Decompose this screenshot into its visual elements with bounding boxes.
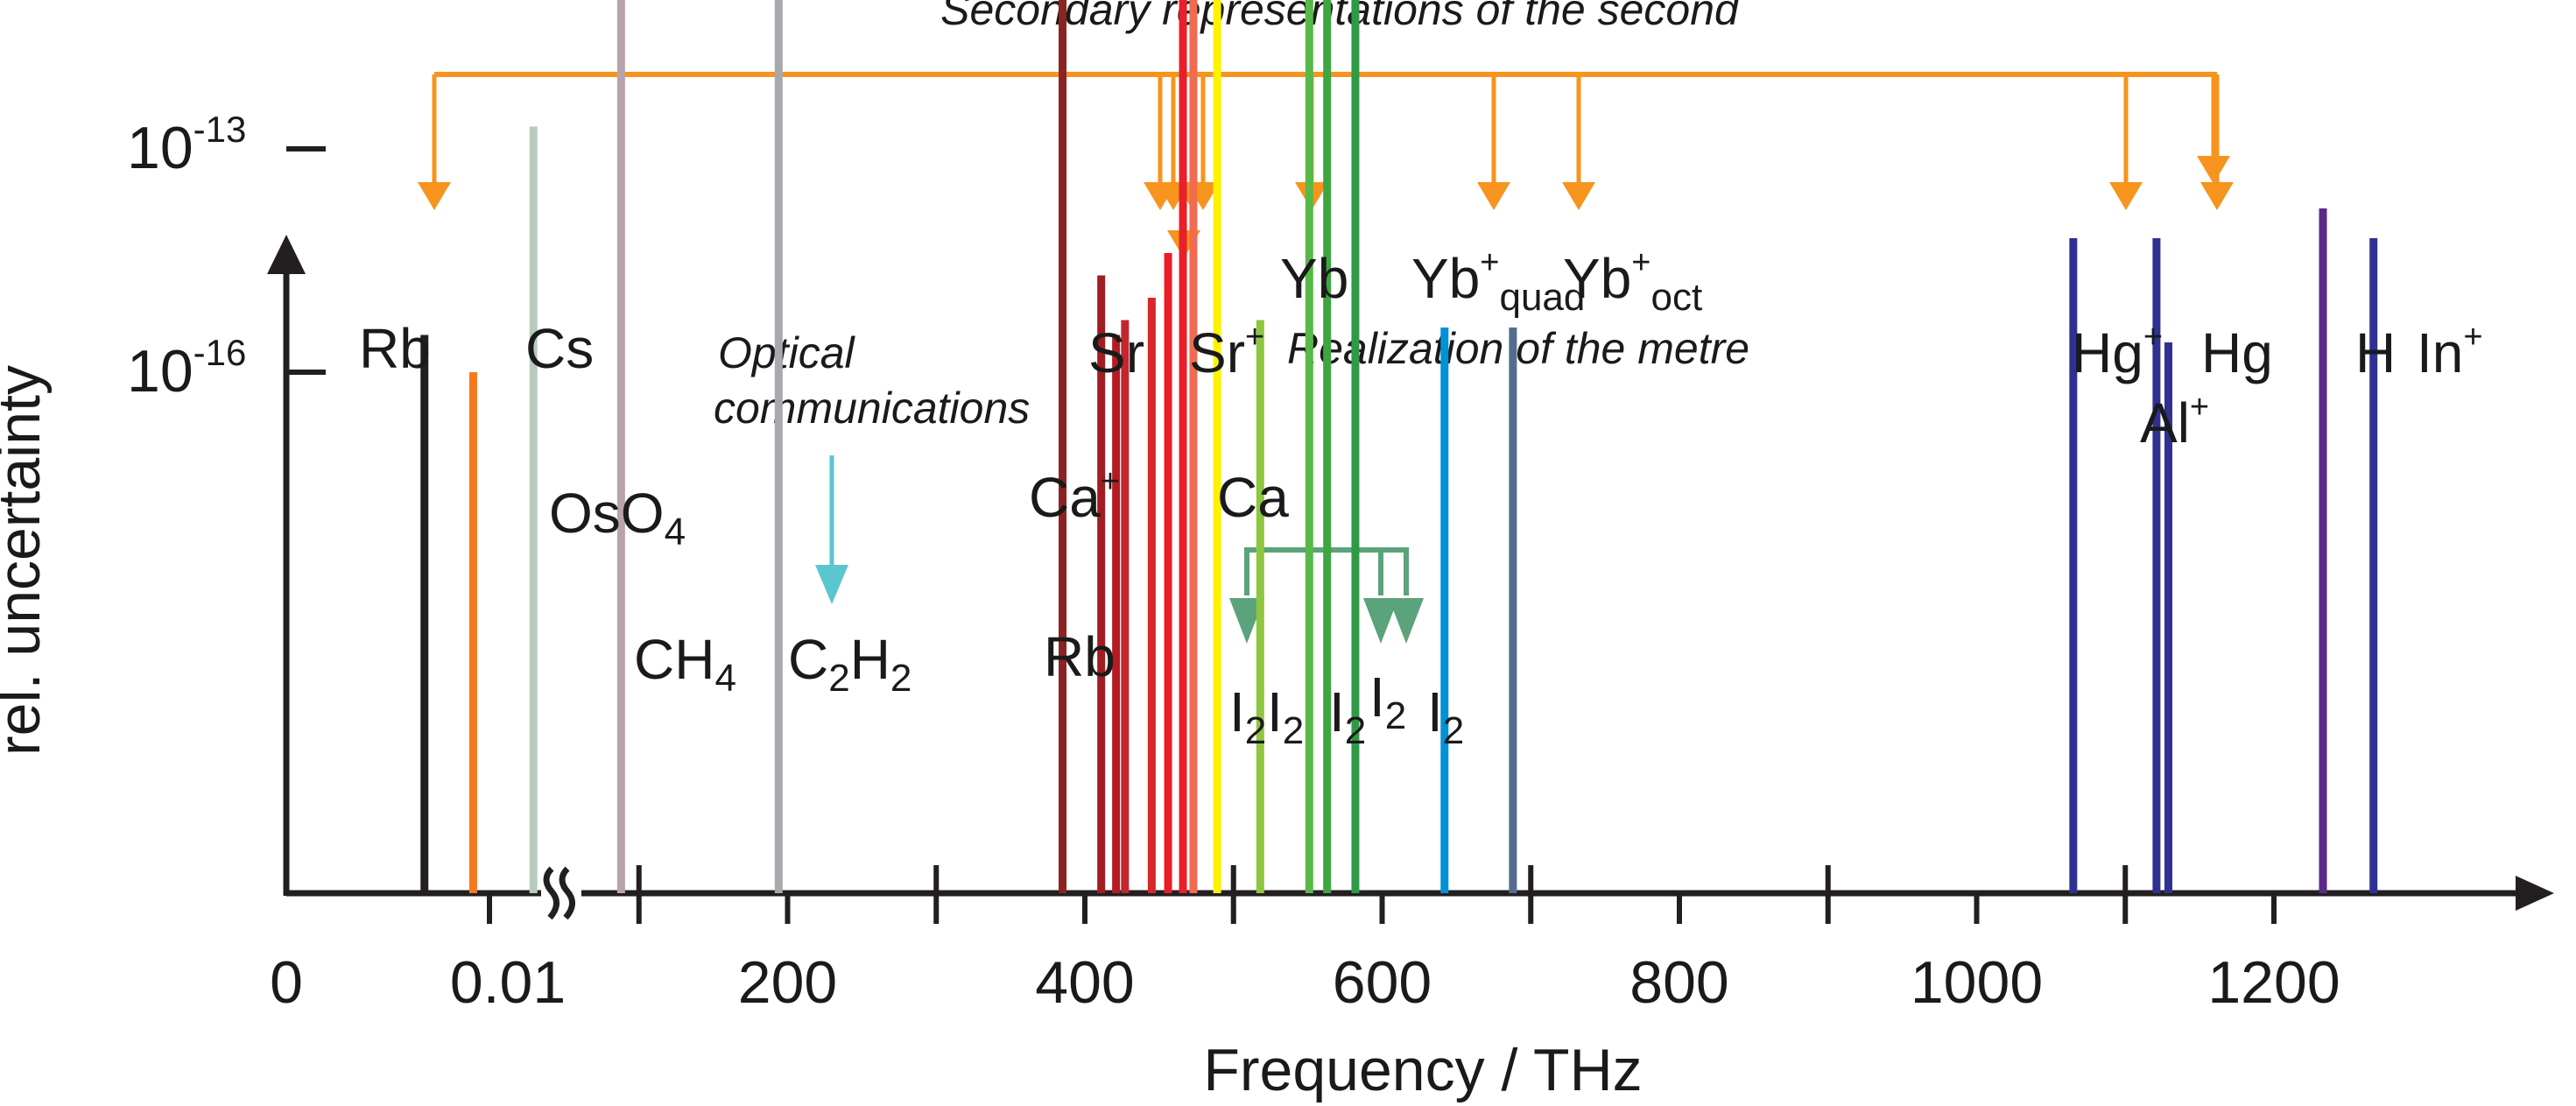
- species-label: Hg: [2201, 321, 2273, 384]
- spectral-line: [2164, 342, 2172, 893]
- metre-arrow-head: [1389, 598, 1424, 644]
- spectral-line: [2152, 238, 2161, 893]
- secondary-arrow-head: [1477, 182, 1510, 210]
- spectral-line: [529, 126, 538, 893]
- spectral-line: [2319, 208, 2327, 893]
- secondary-arrow-head: [1562, 182, 1595, 210]
- spectral-line: [1351, 0, 1360, 893]
- annotations: Secondary representations of the second O…: [418, 0, 2234, 644]
- spectral-line: [1179, 0, 1187, 893]
- spectral-line: [1189, 0, 1198, 893]
- species-label: I2: [1267, 680, 1304, 752]
- species-label: Yb: [1280, 247, 1348, 310]
- spectral-line: [1305, 0, 1313, 893]
- spectral-line: [1059, 0, 1067, 893]
- spectral-line: [616, 0, 625, 893]
- x-tick-label: 400: [1035, 949, 1134, 1016]
- species-label: Yb+oct: [1563, 244, 1702, 319]
- spectral-line: [1147, 298, 1156, 893]
- species-label: Ca+: [1029, 463, 1120, 529]
- species-label: I2: [1329, 680, 1366, 752]
- secondary-arrow-head: [418, 182, 451, 210]
- species-label: Yb+quad: [1411, 244, 1585, 319]
- secondary-arrow-head: [2109, 182, 2143, 210]
- species-label: Ca: [1217, 466, 1289, 529]
- spectral-line: [1164, 253, 1172, 893]
- species-label: Rb: [359, 317, 431, 380]
- metre-annotation: Realization of the metre: [1287, 324, 1749, 373]
- x-tick-label: 1200: [2207, 949, 2340, 1016]
- x-tick-label: 0: [270, 949, 303, 1016]
- optical-annotation-line2: communications: [714, 384, 1030, 433]
- axis-break-mark: [559, 866, 575, 920]
- x-axis-title: Frequency / THz: [1203, 1037, 1642, 1103]
- spectral-line: [468, 372, 477, 893]
- species-label: I2: [1427, 680, 1464, 752]
- x-tick-label: 800: [1629, 949, 1728, 1016]
- spectral-line: [1112, 335, 1121, 893]
- optical-arrow-head: [815, 565, 848, 604]
- spectral-lines: [420, 0, 2378, 893]
- species-label: H: [2355, 321, 2396, 384]
- x-tick-label: 0.01: [450, 949, 566, 1016]
- spectral-line: [1256, 320, 1264, 893]
- species-label: CH4: [634, 628, 736, 700]
- spectral-line: [1121, 320, 1130, 893]
- species-label: OsO4: [549, 482, 686, 553]
- optical-annotation-line1: Optical: [718, 328, 856, 377]
- species-label: Sr+: [1189, 319, 1264, 384]
- axis-break-mark: [543, 866, 560, 920]
- spectral-line: [2069, 238, 2078, 893]
- spectral-line: [774, 0, 783, 893]
- species-label: Hg+: [2072, 319, 2163, 384]
- x-axis-arrowhead: [2516, 876, 2554, 911]
- species-label: Sr: [1088, 321, 1144, 384]
- secondary-representations-title: Secondary representations of the second: [940, 0, 1741, 34]
- y-tick-label: 10-13: [127, 109, 246, 181]
- species-label: C2H2: [788, 628, 911, 700]
- y-axis-title: rel. uncertainty: [0, 365, 53, 756]
- species-label: In+: [2417, 319, 2483, 384]
- spectral-line: [1213, 0, 1221, 893]
- species-label: Cs: [525, 317, 594, 380]
- species-labels: Rb Cs OsO4 CH4 C2H2 Sr Sr+ Ca+ Ca Rb Yb Yb+quadYb+o…: [359, 244, 2483, 752]
- metre-arrow-head: [1363, 598, 1398, 644]
- spectral-line: [2369, 238, 2378, 893]
- x-tick-label: 200: [738, 949, 837, 1016]
- secondary-arrow-head: [2197, 156, 2230, 184]
- spectral-line: [1509, 328, 1517, 893]
- y-tick-label: 10-16: [127, 332, 246, 405]
- species-label: I2: [1229, 680, 1266, 752]
- species-label: Al+: [2140, 389, 2209, 454]
- secondary-arrow-head: [2200, 182, 2234, 210]
- species-label: Rb: [1044, 625, 1116, 688]
- spectral-line: [1323, 0, 1332, 893]
- x-tick-label: 1000: [1911, 949, 2043, 1016]
- species-label: I2: [1369, 666, 1406, 737]
- spectral-line: [1440, 328, 1449, 893]
- spectral-line: [1097, 275, 1106, 893]
- x-tick-label: 600: [1333, 949, 1432, 1016]
- metre-arrow-head: [1229, 598, 1264, 644]
- spectral-line: [420, 335, 429, 893]
- y-axis-arrowhead: [267, 235, 306, 274]
